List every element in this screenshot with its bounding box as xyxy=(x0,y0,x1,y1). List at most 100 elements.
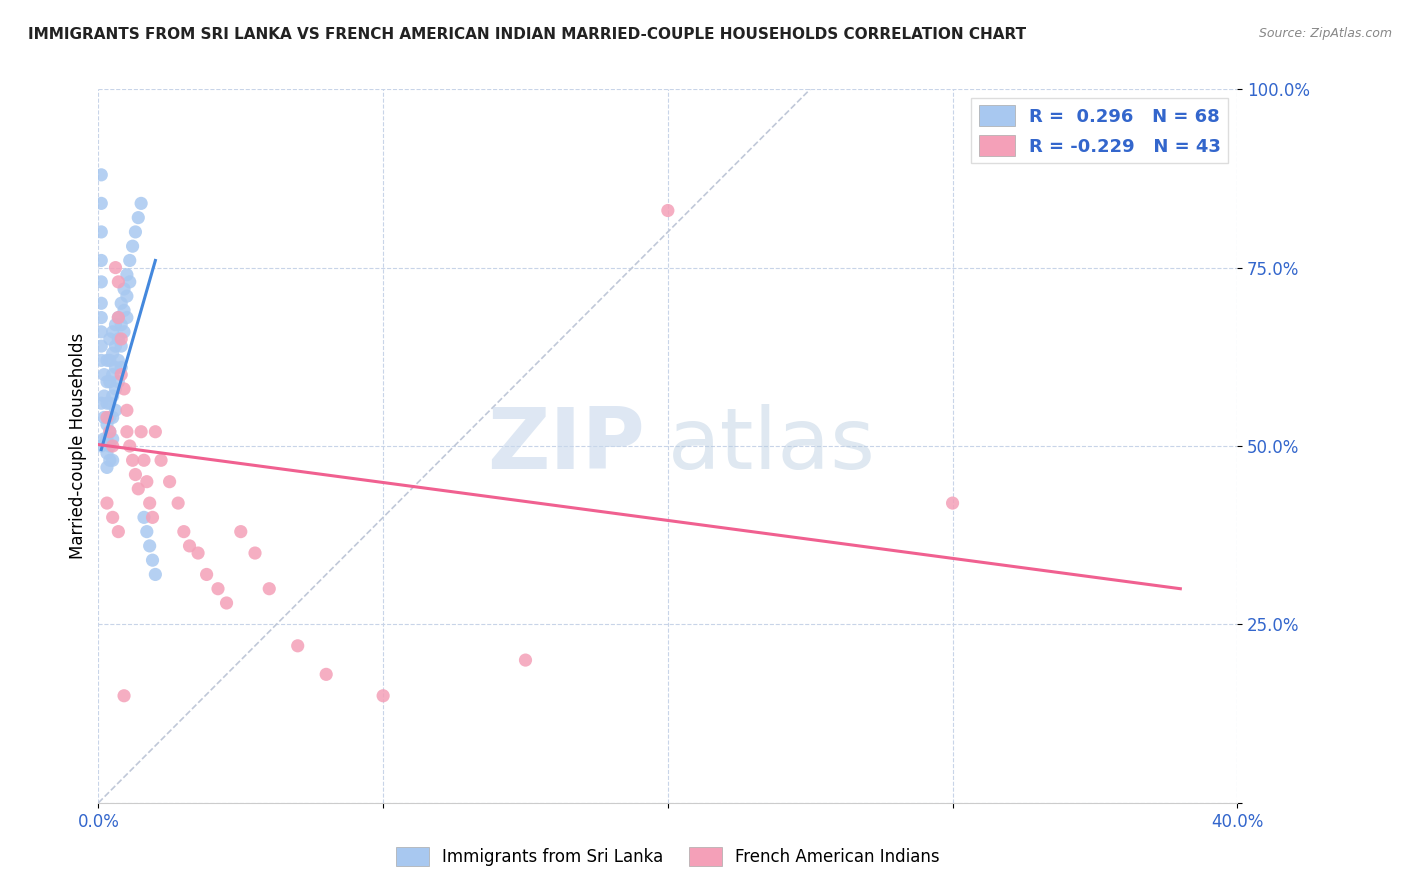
Point xyxy=(129,196,152,211)
Point xyxy=(173,524,195,539)
Point xyxy=(112,303,135,318)
Point xyxy=(124,225,146,239)
Point xyxy=(110,339,132,353)
Point xyxy=(132,510,155,524)
Point xyxy=(135,524,157,539)
Point xyxy=(110,296,132,310)
Point xyxy=(159,475,181,489)
Point xyxy=(110,368,132,382)
Point xyxy=(90,439,112,453)
Point xyxy=(515,653,537,667)
Point xyxy=(315,667,337,681)
Point xyxy=(127,482,149,496)
Point xyxy=(121,239,143,253)
Point xyxy=(96,446,118,460)
Point xyxy=(96,417,118,432)
Point xyxy=(96,460,118,475)
Point xyxy=(98,353,121,368)
Point xyxy=(90,253,112,268)
Point xyxy=(187,546,209,560)
Point xyxy=(112,382,135,396)
Point xyxy=(96,496,118,510)
Point xyxy=(90,396,112,410)
Point xyxy=(98,425,121,439)
Point xyxy=(93,432,115,446)
Legend: Immigrants from Sri Lanka, French American Indians: Immigrants from Sri Lanka, French Americ… xyxy=(389,840,946,873)
Point xyxy=(259,582,281,596)
Point xyxy=(96,375,118,389)
Point xyxy=(138,496,160,510)
Point xyxy=(107,524,129,539)
Point xyxy=(373,689,395,703)
Point xyxy=(101,346,124,360)
Point xyxy=(138,539,160,553)
Point xyxy=(129,425,152,439)
Point xyxy=(96,432,118,446)
Point xyxy=(104,339,127,353)
Point xyxy=(118,253,141,268)
Point xyxy=(118,275,141,289)
Point xyxy=(115,403,138,417)
Point xyxy=(93,410,115,425)
Point xyxy=(107,275,129,289)
Point xyxy=(98,439,121,453)
Point xyxy=(229,524,252,539)
Point xyxy=(115,289,138,303)
Point xyxy=(115,268,138,282)
Point xyxy=(112,282,135,296)
Point xyxy=(98,332,121,346)
Point xyxy=(90,325,112,339)
Point xyxy=(90,225,112,239)
Point xyxy=(101,510,124,524)
Point xyxy=(101,432,124,446)
Point xyxy=(96,410,118,425)
Text: IMMIGRANTS FROM SRI LANKA VS FRENCH AMERICAN INDIAN MARRIED-COUPLE HOUSEHOLDS CO: IMMIGRANTS FROM SRI LANKA VS FRENCH AMER… xyxy=(28,27,1026,42)
Point xyxy=(167,496,190,510)
Point xyxy=(141,510,163,524)
Point xyxy=(104,382,127,396)
Text: atlas: atlas xyxy=(668,404,876,488)
Point xyxy=(145,567,167,582)
Point xyxy=(90,339,112,353)
Point xyxy=(179,539,201,553)
Point xyxy=(121,453,143,467)
Text: Source: ZipAtlas.com: Source: ZipAtlas.com xyxy=(1258,27,1392,40)
Point xyxy=(98,425,121,439)
Point xyxy=(141,553,163,567)
Point xyxy=(90,275,112,289)
Point xyxy=(90,196,112,211)
Point xyxy=(112,689,135,703)
Point xyxy=(115,425,138,439)
Point xyxy=(207,582,229,596)
Point xyxy=(93,368,115,382)
Point xyxy=(657,203,679,218)
Point xyxy=(107,353,129,368)
Point xyxy=(101,410,124,425)
Point xyxy=(104,360,127,375)
Point xyxy=(96,396,118,410)
Point xyxy=(135,475,157,489)
Point xyxy=(90,353,112,368)
Point xyxy=(110,332,132,346)
Point xyxy=(110,318,132,332)
Point xyxy=(104,403,127,417)
Point xyxy=(104,260,127,275)
Point xyxy=(96,353,118,368)
Point xyxy=(115,310,138,325)
Point xyxy=(110,360,132,375)
Point xyxy=(243,546,266,560)
Point xyxy=(101,389,124,403)
Point xyxy=(101,368,124,382)
Point xyxy=(98,453,121,467)
Point xyxy=(287,639,309,653)
Point xyxy=(942,496,965,510)
Point xyxy=(112,325,135,339)
Point xyxy=(107,310,129,325)
Point xyxy=(132,453,155,467)
Point xyxy=(101,453,124,467)
Point xyxy=(101,439,124,453)
Point xyxy=(90,296,112,310)
Point xyxy=(118,439,141,453)
Point xyxy=(195,567,218,582)
Point xyxy=(150,453,173,467)
